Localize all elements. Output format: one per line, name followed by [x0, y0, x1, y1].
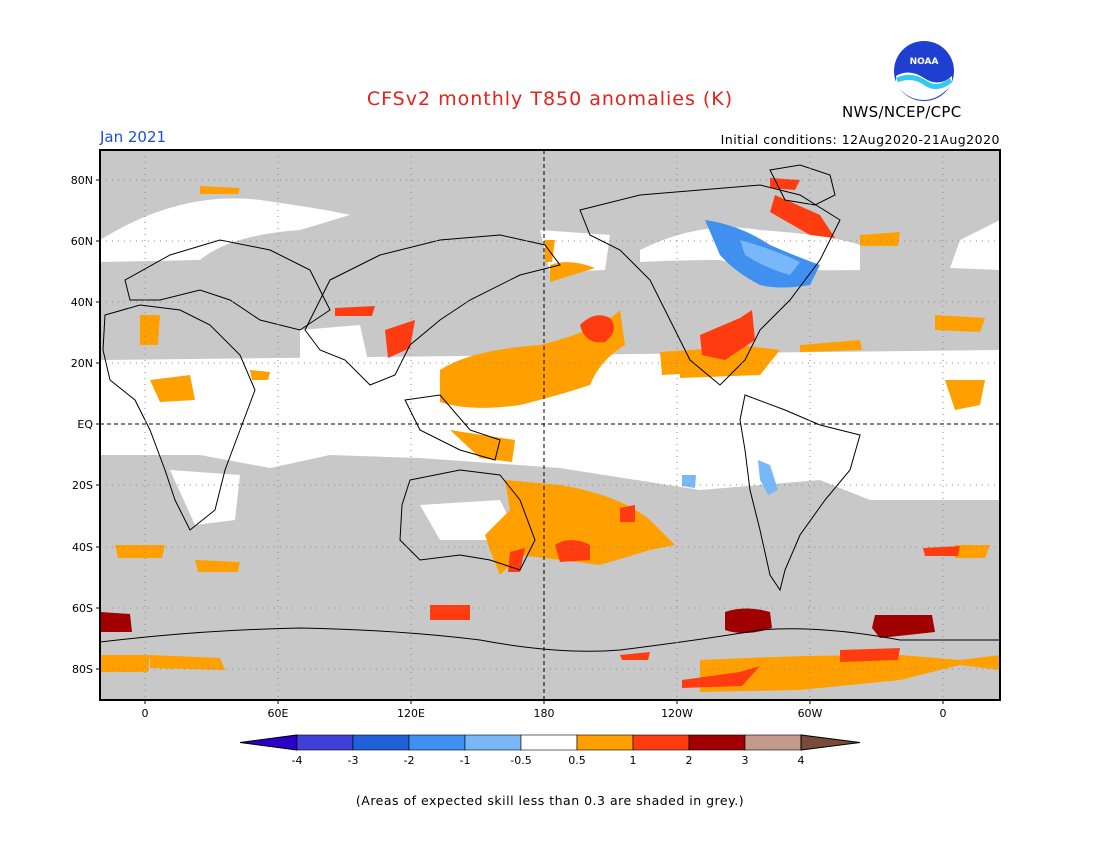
color-legend: -4 -3 -2 -1 -0.5 0.5 1 2 3 4 — [239, 734, 861, 767]
coastlines — [100, 164, 1000, 652]
lon-label-3: 180 — [534, 707, 555, 720]
lat-label-0: 80N — [71, 174, 93, 187]
graticule — [100, 150, 1000, 700]
logo-text: NOAA — [910, 57, 939, 67]
lon-label-4: 120W — [661, 707, 693, 720]
legend-arrow-left — [239, 734, 298, 751]
legend-label-6: 1 — [630, 754, 637, 767]
lon-label-6: 0 — [940, 707, 947, 720]
legend-label-7: 2 — [686, 754, 693, 767]
lat-label-4: EQ — [77, 418, 93, 431]
lat-label-5: 20S — [72, 479, 93, 492]
lon-label-0: 0 — [142, 707, 149, 720]
legend-label-2: -2 — [404, 754, 415, 767]
lon-label-5: 60W — [798, 707, 823, 720]
legend-label-3: -1 — [460, 754, 471, 767]
lat-label-7: 60S — [72, 602, 93, 615]
legend-swatch-8 — [688, 734, 746, 751]
agency-label: NWS/NCEP/CPC — [842, 103, 962, 121]
forecast-period: Jan 2021 — [100, 128, 167, 146]
legend-label-1: -3 — [348, 754, 359, 767]
lon-label-2: 120E — [397, 707, 425, 720]
legend-label-5: 0.5 — [568, 754, 586, 767]
map-title: CFSv2 monthly T850 anomalies (K) — [366, 88, 734, 110]
warm-anomaly-2-3 — [100, 608, 935, 638]
legend-swatch-6 — [576, 734, 634, 751]
lat-label-1: 60N — [71, 235, 93, 248]
legend-swatch-9 — [744, 734, 802, 751]
longitude-labels: 0 60E 120E 180 120W 60W 0 — [142, 700, 947, 720]
latitude-labels: 80N 60N 40N 20N EQ 20S 40S 60S 80S — [71, 174, 100, 676]
legend-label-9: 4 — [798, 754, 805, 767]
lat-label-2: 40N — [71, 296, 93, 309]
legend-swatch-4 — [464, 734, 522, 751]
legend-swatch-3 — [408, 734, 466, 751]
initial-conditions: Initial conditions: 12Aug2020-21Aug2020 — [720, 132, 1000, 147]
lat-label-3: 20N — [71, 357, 93, 370]
legend-label-4: -0.5 — [510, 754, 531, 767]
legend-swatch-2 — [352, 734, 410, 751]
lat-label-6: 40S — [72, 541, 93, 554]
noaa-logo-icon: NOAA — [894, 41, 954, 101]
legend-swatch-1 — [296, 734, 354, 751]
warm-anomaly-1-2 — [335, 178, 960, 688]
map-frame — [99, 149, 1001, 701]
skill-footnote: (Areas of expected skill less than 0.3 a… — [355, 793, 745, 808]
legend-label-0: -4 — [292, 754, 303, 767]
legend-swatch-7 — [632, 734, 690, 751]
warm-anomaly-0.5-1 — [100, 186, 1000, 692]
legend-swatch-5 — [520, 734, 578, 751]
lat-label-8: 80S — [72, 663, 93, 676]
legend-label-8: 3 — [742, 754, 749, 767]
legend-arrow-right — [800, 734, 861, 751]
lon-label-1: 60E — [268, 707, 289, 720]
cold-anomaly-areas — [682, 220, 820, 495]
